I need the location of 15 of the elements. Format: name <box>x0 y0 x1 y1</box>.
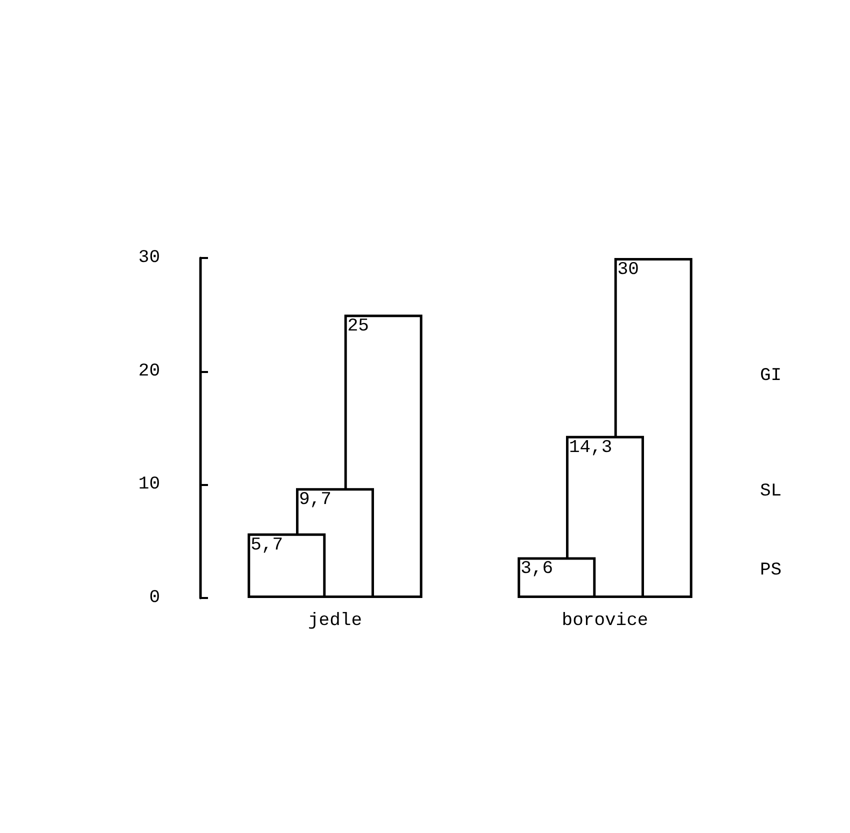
text: GI <box>760 366 782 386</box>
text: SL <box>760 482 782 502</box>
y-tick-label: 20 <box>138 361 160 382</box>
y-tick-label: 30 <box>138 248 160 268</box>
data-label: 14,3 <box>569 438 612 458</box>
y-tick-label: 10 <box>138 474 160 495</box>
text: PS <box>760 560 782 580</box>
data-label: 9,7 <box>299 490 332 510</box>
data-label: 25 <box>347 316 369 337</box>
data-label: 5,7 <box>250 535 284 556</box>
y-tick-label: 0 <box>149 588 160 608</box>
data-label: 3,6 <box>520 559 554 580</box>
x-tick-label: jedle <box>308 611 362 631</box>
data-label: 30 <box>617 260 639 280</box>
x-tick-label: borovice <box>562 611 648 631</box>
